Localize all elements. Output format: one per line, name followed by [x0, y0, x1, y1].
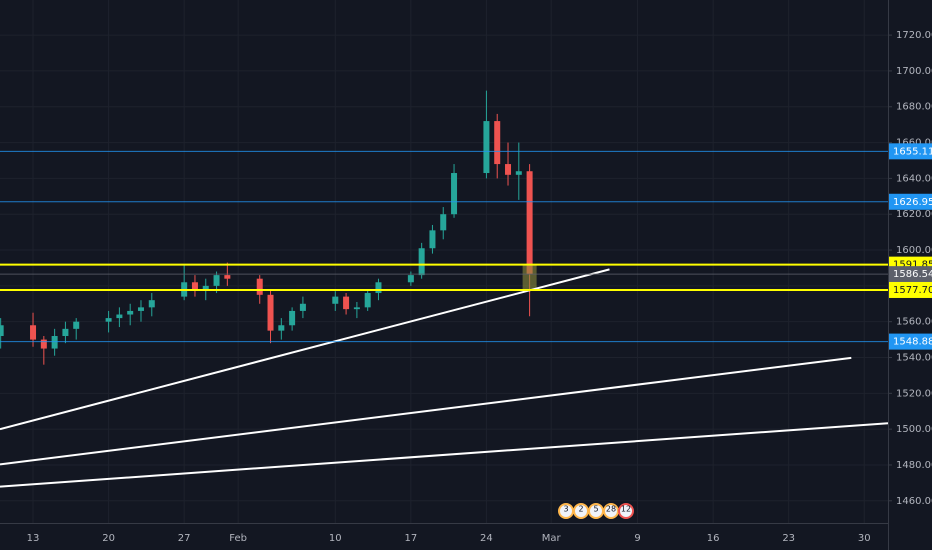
candle-body	[364, 293, 371, 308]
level-label-box	[889, 333, 932, 350]
candle-body	[451, 173, 458, 215]
candle-body	[353, 307, 360, 310]
candle-body	[375, 282, 382, 294]
candle-body	[256, 278, 263, 295]
plot	[0, 90, 889, 488]
candle-body	[278, 325, 285, 331]
candle-body	[407, 275, 414, 283]
level-label: 1548.886	[893, 337, 932, 348]
level-label: 1655.110	[893, 146, 932, 157]
level-label: 1577.706	[893, 285, 932, 296]
candle-body	[40, 339, 47, 349]
x-tick-label: 16	[707, 533, 720, 544]
y-tick-label: 1700.000	[896, 66, 932, 77]
x-tick-label: 10	[329, 533, 342, 544]
event-label: 12	[621, 505, 631, 514]
highlight-box	[522, 264, 537, 290]
x-tick-label: Mar	[542, 533, 562, 544]
level-label-box	[889, 266, 932, 283]
y-tick-label: 1560.000	[896, 317, 932, 328]
x-tick-label: 30	[858, 533, 871, 544]
candle-body	[515, 171, 522, 175]
x-tick-label: 20	[102, 533, 115, 544]
candle-body	[191, 282, 198, 290]
candle-body	[289, 310, 296, 326]
x-tick-label: 27	[178, 533, 191, 544]
candle-body	[62, 328, 69, 337]
candle-body	[526, 171, 533, 275]
x-tick-label: 17	[404, 533, 417, 544]
candle-body	[202, 285, 209, 290]
candle-body	[105, 318, 112, 322]
y-tick-label: 1540.000	[896, 353, 932, 364]
grid	[0, 0, 888, 523]
event-icon: 28	[603, 503, 619, 519]
event-label: 5	[593, 505, 598, 514]
y-tick-label: 1520.000	[896, 388, 932, 399]
candle-body	[343, 296, 350, 310]
candle-body	[213, 275, 220, 286]
x-tick-label: 23	[782, 533, 795, 544]
candle-body	[418, 248, 425, 276]
candle-body	[116, 314, 123, 319]
y-tick-label: 1500.000	[896, 424, 932, 435]
event-icon: 2	[573, 503, 589, 519]
candle-body	[440, 214, 447, 231]
y-tick-label: 1720.000	[896, 30, 932, 41]
y-tick-label: 1620.000	[896, 209, 932, 220]
candle-body	[73, 321, 80, 329]
event-label: 28	[606, 505, 616, 514]
candle-body	[148, 300, 155, 308]
candle-body	[299, 303, 306, 311]
y-tick-label: 1460.000	[896, 496, 932, 507]
level-label-box	[889, 193, 932, 210]
event-label: 3	[563, 505, 568, 514]
y-tick-label: 1680.000	[896, 102, 932, 113]
y-tick-label: 1660.000	[896, 138, 932, 149]
x-tick-label: 9	[634, 533, 640, 544]
candle-body	[127, 310, 134, 315]
trend-line	[0, 422, 889, 488]
x-tick-label: 13	[27, 533, 40, 544]
candle-body	[494, 121, 501, 165]
level-label: 1626.952	[893, 197, 932, 208]
candle-body	[332, 296, 339, 304]
y-tick-label: 1600.000	[896, 245, 932, 256]
event-icon: 5	[588, 503, 604, 519]
level-label: 1591.850	[893, 260, 932, 271]
trend-line	[0, 268, 610, 431]
candle-body	[137, 307, 144, 311]
candle-body	[224, 275, 231, 279]
candle-body	[30, 325, 37, 340]
x-tick-label: Feb	[229, 533, 247, 544]
trend-line	[0, 356, 852, 466]
candle-body	[267, 294, 274, 331]
candle-body	[0, 325, 4, 337]
event-label: 2	[578, 505, 583, 514]
axes: 1460.000 1480.000 1500.000 1520.000 1540.000…	[27, 30, 932, 544]
level-label-box	[889, 143, 932, 160]
candle-body	[51, 336, 58, 349]
event-icon: 3	[558, 503, 574, 519]
level-label-box	[889, 281, 932, 298]
candle-body	[505, 164, 512, 175]
y-tick-label: 1480.000	[896, 460, 932, 471]
candle-body	[429, 230, 436, 249]
event-icon: 12	[618, 503, 634, 519]
y-tick-label: 1640.000	[896, 173, 932, 184]
x-tick-label: 24	[480, 533, 493, 544]
level-label: 1586.542	[893, 269, 932, 280]
events: 3 2 5 28 12	[558, 503, 634, 519]
candle-body	[483, 121, 490, 174]
